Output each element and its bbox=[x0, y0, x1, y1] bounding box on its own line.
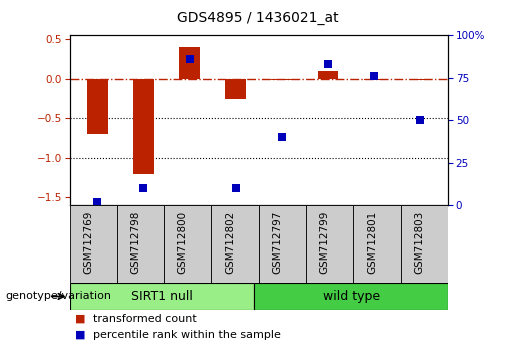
Bar bbox=[70, 283, 254, 310]
Point bbox=[370, 73, 379, 79]
Text: GSM712798: GSM712798 bbox=[130, 211, 141, 274]
Text: GSM712769: GSM712769 bbox=[83, 211, 93, 274]
Text: ■: ■ bbox=[75, 330, 85, 339]
Bar bbox=[401, 205, 448, 283]
Point bbox=[324, 62, 332, 67]
Text: ■: ■ bbox=[75, 314, 85, 324]
Text: wild type: wild type bbox=[322, 290, 380, 303]
Bar bbox=[164, 205, 212, 283]
Bar bbox=[259, 205, 306, 283]
Point bbox=[93, 199, 101, 205]
Bar bbox=[271, 79, 292, 80]
Bar bbox=[318, 71, 338, 79]
Text: GSM712801: GSM712801 bbox=[367, 211, 377, 274]
Text: SIRT1 null: SIRT1 null bbox=[131, 290, 193, 303]
Bar bbox=[226, 79, 246, 99]
Point bbox=[416, 118, 424, 123]
Bar bbox=[212, 205, 259, 283]
Bar bbox=[306, 205, 353, 283]
Text: genotype/variation: genotype/variation bbox=[5, 291, 111, 302]
Bar bbox=[353, 205, 401, 283]
Text: GSM712802: GSM712802 bbox=[225, 211, 235, 274]
Bar bbox=[410, 79, 431, 80]
Point bbox=[278, 135, 286, 140]
Point bbox=[232, 185, 240, 191]
Bar bbox=[70, 205, 117, 283]
Text: GSM712800: GSM712800 bbox=[178, 211, 188, 274]
Point bbox=[185, 56, 194, 62]
Text: GSM712799: GSM712799 bbox=[320, 211, 330, 274]
Text: percentile rank within the sample: percentile rank within the sample bbox=[93, 330, 281, 339]
Bar bbox=[364, 79, 385, 80]
Bar bbox=[179, 47, 200, 79]
Text: GDS4895 / 1436021_at: GDS4895 / 1436021_at bbox=[177, 11, 338, 25]
Bar bbox=[133, 79, 154, 174]
Text: GSM712797: GSM712797 bbox=[272, 211, 282, 274]
Text: transformed count: transformed count bbox=[93, 314, 196, 324]
Bar bbox=[117, 205, 164, 283]
Text: GSM712803: GSM712803 bbox=[415, 211, 424, 274]
Point bbox=[139, 185, 147, 191]
Bar bbox=[254, 283, 448, 310]
Bar bbox=[87, 79, 108, 134]
